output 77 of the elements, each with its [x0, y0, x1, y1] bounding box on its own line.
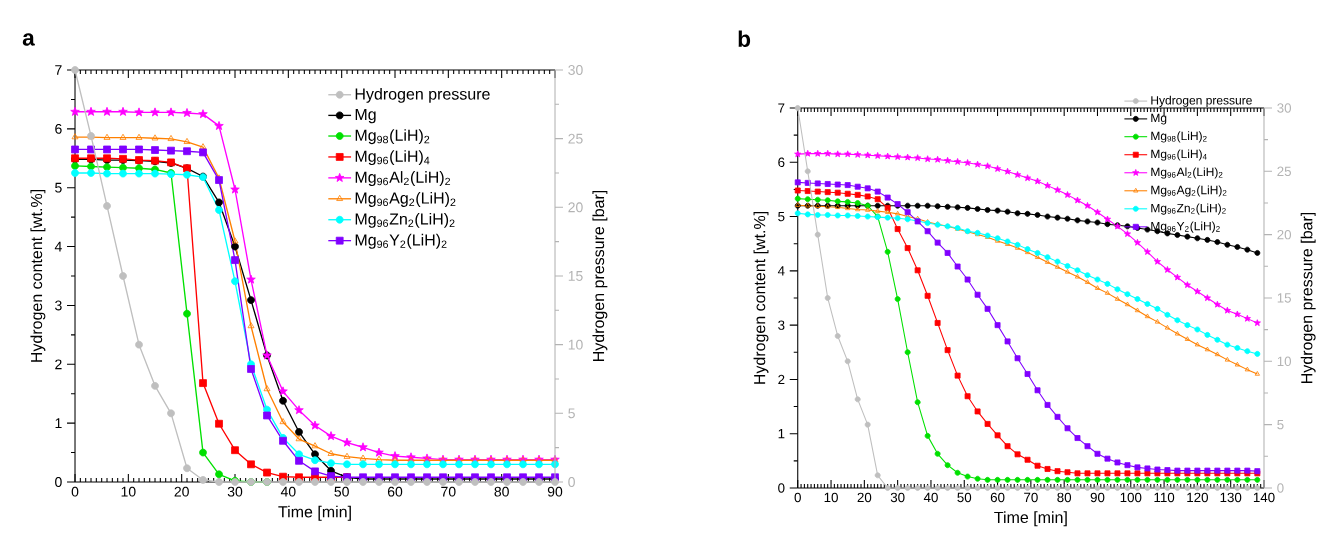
y2-tick-label: 15	[1277, 293, 1291, 303]
y2-axis-title: Hydrogen pressure [bar]	[1300, 212, 1316, 383]
y-tick-label: 7	[55, 65, 62, 75]
y-axis-title: Hydrogen content [wt.%]	[30, 190, 46, 362]
y-tick-label: 5	[55, 182, 62, 193]
x-tick-label: 10	[121, 486, 136, 497]
y2-tick-label: 0	[568, 477, 575, 487]
x-tick-label: 80	[494, 486, 509, 497]
y-axis-title: Hydrogen content [wt.%]	[753, 212, 769, 384]
x-tick-label: 50	[334, 486, 349, 497]
y-tick-label: 3	[55, 300, 62, 311]
y2-tick-label: 30	[568, 65, 583, 75]
chart-title: b	[738, 30, 751, 48]
y2-tick-label: 5	[1277, 420, 1284, 430]
legend-label: Mg$_{96}$Al$_{2}$(LiH)$_{2}$	[355, 171, 451, 186]
x-tick-label: 120	[1187, 492, 1208, 503]
y2-tick-label: 10	[568, 339, 583, 350]
legend-label: Mg$_{96}$Ag$_{2}$(LiH)$_{2}$	[355, 192, 456, 207]
legend-label: Mg$_{98}$(LiH)$_{2}$	[355, 129, 430, 145]
x-tick-label: 50	[957, 492, 972, 503]
x-tick-label: 0	[794, 492, 801, 503]
x-tick-label: 130	[1220, 492, 1242, 503]
x-tick-label: 10	[824, 492, 838, 503]
legend-label: Mg$_{96}$Ag$_{2}$(LiH)$_{2}$	[1151, 185, 1227, 197]
y2-tick-label: 15	[568, 271, 583, 281]
x-axis-title: Time [min]	[994, 511, 1067, 527]
legend-label: Mg$_{96}$(LiH)$_{4}$	[1151, 149, 1207, 161]
y-tick-label: 4	[777, 266, 785, 276]
legend-label: Mg$_{96}$Zn$_{2}$(LiH)$_{2}$	[355, 212, 455, 228]
x-tick-label: 40	[280, 486, 296, 497]
x-tick-label: 90	[1090, 492, 1105, 503]
y-tick-label: 5	[778, 211, 785, 222]
x-tick-label: 20	[174, 486, 189, 497]
legend-label: Mg$_{98}$(LiH)$_{2}$	[1151, 131, 1207, 143]
y-tick-label: 4	[54, 241, 62, 252]
x-tick-label: 40	[923, 492, 938, 503]
y2-tick-label: 10	[1277, 356, 1292, 367]
x-tick-label: 60	[387, 486, 403, 497]
y-tick-label: 1	[778, 429, 785, 439]
legend-label: Mg	[1151, 113, 1167, 125]
y-tick-label: 7	[778, 103, 785, 113]
y2-tick-label: 20	[1277, 229, 1292, 240]
y-tick-label: 1	[55, 418, 62, 428]
legend-label: Mg	[355, 108, 376, 124]
y2-tick-label: 30	[1277, 103, 1292, 113]
x-tick-label: 70	[441, 486, 456, 497]
legend-label: Mg$_{96}$Y$_{2}$(LiH)$_{2}$	[355, 233, 447, 249]
y-tick-label: 3	[778, 320, 785, 330]
x-tick-label: 30	[890, 492, 905, 503]
legend-label: Hydrogen pressure	[355, 87, 490, 103]
x-tick-label: 140	[1253, 492, 1275, 503]
y-tick-label: 2	[778, 374, 785, 385]
y2-tick-label: 5	[568, 408, 575, 419]
legend-label: Mg$_{96}$(LiH)$_{4}$	[355, 150, 430, 166]
x-tick-label: 20	[857, 492, 872, 503]
x-tick-label: 100	[1120, 492, 1142, 503]
y-tick-label: 0	[55, 477, 62, 487]
y2-tick-label: 25	[568, 133, 583, 144]
legend-label: Mg$_{96}$Zn$_{2}$(LiH)$_{2}$	[1151, 203, 1226, 215]
y-tick-label: 6	[778, 157, 785, 167]
y2-tick-label: 20	[568, 202, 583, 213]
legend-label: Mg$_{96}$Al$_{2}$(LiH)$_{2}$	[1151, 167, 1223, 179]
x-tick-label: 90	[547, 486, 563, 497]
legend-label: Mg$_{96}$Y$_{2}$(LiH)$_{2}$	[1151, 221, 1220, 233]
chart-title: a	[22, 33, 35, 46]
y-tick-label: 2	[55, 359, 62, 370]
x-tick-label: 0	[71, 486, 79, 497]
x-tick-label: 60	[990, 492, 1005, 503]
x-axis-title: Time [min]	[278, 505, 351, 521]
x-tick-label: 110	[1154, 492, 1175, 503]
y-tick-label: 6	[55, 123, 62, 134]
y2-tick-label: 25	[1277, 166, 1291, 177]
x-tick-label: 80	[1057, 492, 1072, 503]
legend-label: Hydrogen pressure	[1151, 95, 1252, 107]
x-tick-label: 30	[227, 486, 243, 497]
x-tick-label: 70	[1024, 492, 1038, 503]
y2-axis-title: Hydrogen pressure [bar]	[592, 190, 608, 361]
